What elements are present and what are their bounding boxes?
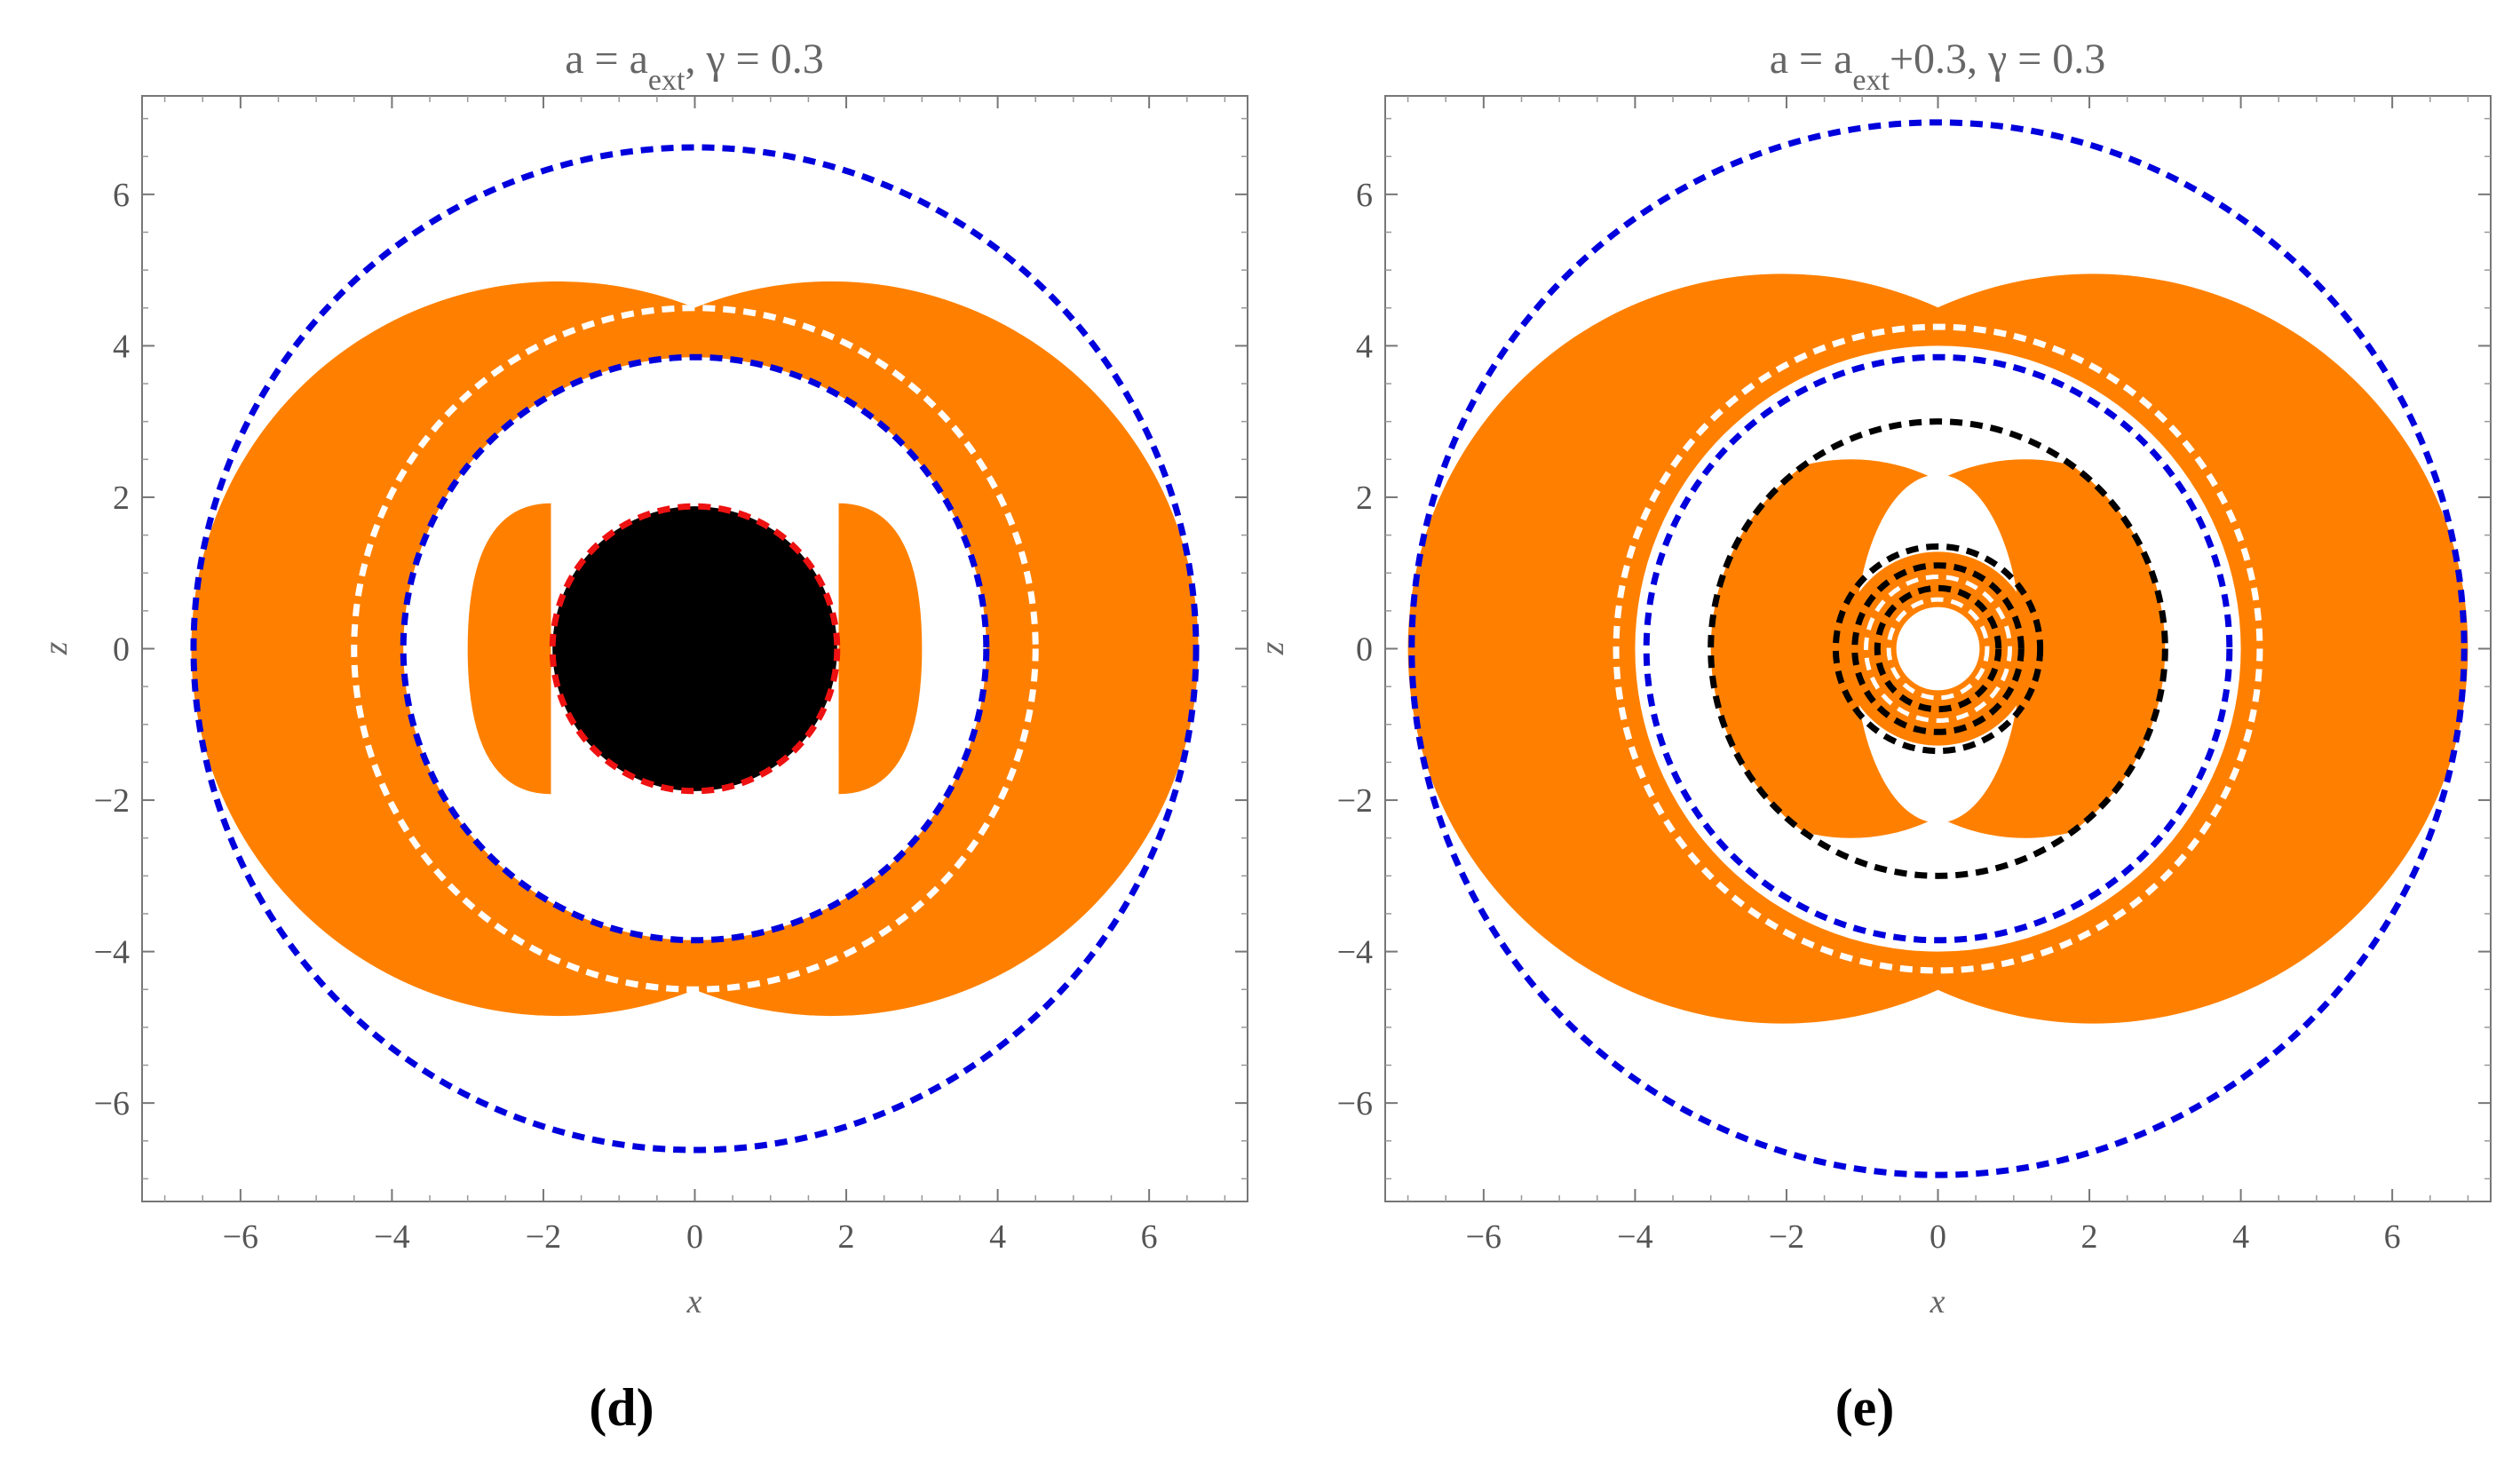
- panel-e-title-post: +0.3, γ = 0.3: [1890, 36, 2105, 83]
- panel-d-ytick-label: −2: [94, 782, 130, 820]
- panel-d-right-inner-lobe: [838, 503, 923, 795]
- panel-d-xtick-label: 6: [1141, 1218, 1158, 1256]
- panel-d-ylabel: z: [37, 641, 75, 655]
- panel-d-xtick-label: 0: [686, 1218, 703, 1256]
- panel-d-title-post: , γ = 0.3: [685, 36, 823, 83]
- panel-d-horizon-disk: [552, 506, 837, 791]
- panel-e-xtick-label: −6: [1466, 1218, 1502, 1256]
- panel-d-ytick-label: −6: [94, 1085, 130, 1122]
- panel-e-ytick-label: 0: [1356, 631, 1373, 669]
- panel-e-ylabel: z: [1254, 641, 1291, 655]
- panel-d-left-inner-lobe: [467, 503, 551, 795]
- panel-d-xtick-label: 2: [838, 1218, 855, 1256]
- panel-e-blue-inner-contour: [1643, 353, 2233, 944]
- panel-d-ytick-label: 4: [113, 328, 130, 365]
- panel-e-ergo-region: [1407, 274, 2468, 1024]
- panel-e-ytick-label: 4: [1356, 328, 1373, 365]
- panel-e-title-sub: ext: [1852, 64, 1890, 97]
- panel-e-black-dashed-contour-2: [1851, 562, 2025, 735]
- panel-e-plot-area: [1407, 119, 2468, 1178]
- panel-e-xtick-label: 6: [2384, 1218, 2401, 1256]
- panel-e-ytick-label: 2: [1356, 480, 1373, 517]
- panel-e-white-dashed-contour: [1613, 323, 2263, 974]
- panel-e-label: (e): [1835, 1378, 1895, 1437]
- panel-e-black-dashed-contour-3: [1874, 584, 2002, 713]
- panel-e-xtick-label: 4: [2232, 1218, 2249, 1256]
- panel-d-title-sub: ext: [648, 64, 685, 97]
- panel-e-inner-ring-hole: [1896, 607, 1980, 691]
- panel-e-xtick-label: 0: [1930, 1218, 1946, 1256]
- panel-e-blue-outer-contour: [1408, 119, 2468, 1178]
- panel-e-white-ring-1: [1886, 597, 1990, 701]
- panel-d-blue-inner-contour: [400, 353, 990, 944]
- panel-e-xtick-label: −2: [1769, 1218, 1804, 1256]
- panel-d-ytick-label: 0: [113, 631, 130, 669]
- panel-d-xtick-label: 4: [989, 1218, 1006, 1256]
- panel-e-ytick-label: −2: [1337, 782, 1373, 820]
- panel-d-white-dashed-contour: [351, 305, 1039, 993]
- panel-d-red-dashed-contour: [549, 503, 841, 795]
- panel-e-ytick-label: −6: [1337, 1085, 1373, 1122]
- panel-d-xlabel: x: [686, 1283, 702, 1320]
- panel-e-xtick-label: 2: [2081, 1218, 2098, 1256]
- panel-d-xtick-label: −6: [223, 1218, 258, 1256]
- panel-e-white-ring-0: [1863, 574, 2013, 724]
- panel-d-title: a = aext, γ = 0.3: [565, 36, 824, 97]
- panel-d-title-pre: a = a: [565, 36, 648, 83]
- panel-e-xlabel: x: [1930, 1283, 1945, 1320]
- panel-d-plot-area: [190, 144, 1200, 1154]
- panel-e-ytick-label: −4: [1337, 934, 1373, 971]
- panel-d-ticks: −6 −4 −2 0 2 4 6 −6 −4 −2 0 2 4 6: [94, 96, 1248, 1256]
- panel-e-black-dashed-contour-0: [1708, 418, 2168, 879]
- panel-e-title: a = aext+0.3, γ = 0.3: [1770, 36, 2106, 97]
- panel-d-ytick-label: 6: [113, 177, 130, 214]
- panel-e-title-pre: a = a: [1770, 36, 1853, 83]
- panel-e-ytick-label: 6: [1356, 177, 1373, 214]
- panel-d-xtick-label: −4: [374, 1218, 409, 1256]
- panel-d-ytick-label: −4: [94, 934, 130, 971]
- panel-d-ytick-label: 2: [113, 480, 130, 517]
- panel-d-label: (d): [589, 1378, 654, 1437]
- panel-e-black-dashed-contour-1: [1832, 543, 2044, 755]
- panel-e: a = aext+0.3, γ = 0.3 −6 −4 −2 0 2 4 6 −6 −4 −2 0 2…: [1254, 36, 2492, 1437]
- panel-e-ticks: −6 −4 −2 0 2 4 6 −6 −4 −2 0 2 4 6: [1337, 96, 2491, 1256]
- panel-d-xtick-label: −2: [526, 1218, 561, 1256]
- panel-d: a = aext, γ = 0.3 −6 −4 −2 0 2 4 6 −6 −4 −2 0 2 4 6 x…: [37, 36, 1248, 1437]
- panel-e-xtick-label: −4: [1617, 1218, 1652, 1256]
- panel-d-blue-outer-contour: [190, 144, 1200, 1154]
- panel-d-ergo-region: [191, 281, 1199, 1017]
